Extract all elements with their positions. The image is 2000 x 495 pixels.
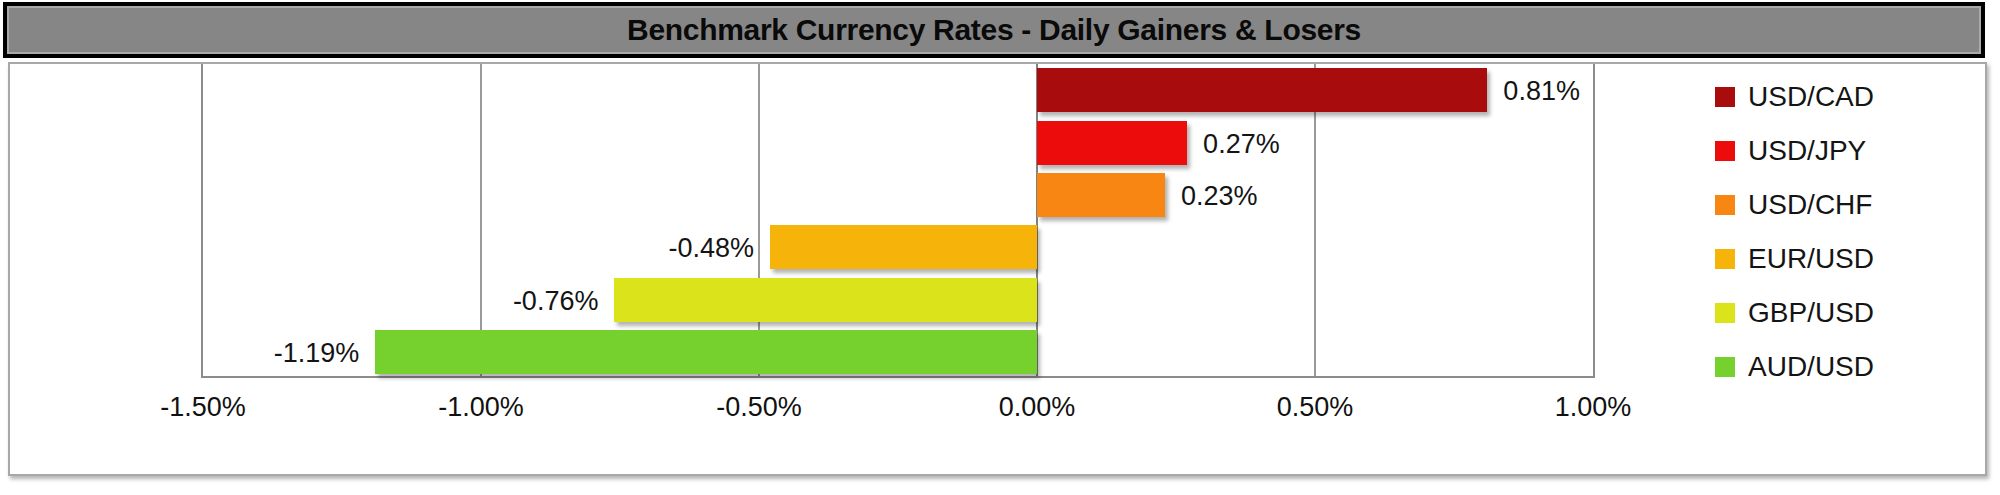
bar-eur-usd <box>770 225 1037 269</box>
bar-usd-chf <box>1037 173 1165 217</box>
chart-body: 0.81% 0.27% 0.23% -0.48% -0.76% -1.19% -1.50%… <box>8 62 1987 476</box>
legend-label: AUD/USD <box>1748 351 1874 383</box>
x-axis: -1.50%-1.00%-0.50%0.00%0.50%1.00% <box>201 392 1595 432</box>
legend-swatch-icon <box>1715 141 1735 161</box>
legend-item-aud-usd: AUD/USD <box>1715 340 1975 394</box>
legend-item-usd-cad: USD/CAD <box>1715 70 1975 124</box>
bar-usd-jpy <box>1037 121 1187 165</box>
legend-item-usd-jpy: USD/JPY <box>1715 124 1975 178</box>
bar-gbp-usd <box>614 278 1037 322</box>
legend-swatch-icon <box>1715 249 1735 269</box>
x-tick-label: 0.50% <box>1240 392 1390 423</box>
x-tick-label: 0.00% <box>962 392 1112 423</box>
legend-swatch-icon <box>1715 87 1735 107</box>
plot-area: 0.81% 0.27% 0.23% -0.48% -0.76% -1.19% <box>201 64 1595 378</box>
legend-item-gbp-usd: GBP/USD <box>1715 286 1975 340</box>
x-tick-label: 1.00% <box>1518 392 1668 423</box>
bar-value-label-eur-usd: -0.48% <box>669 225 755 269</box>
bar-aud-usd <box>375 330 1037 374</box>
legend: USD/CAD USD/JPY USD/CHF EUR/USD GBP/USD AUD/U… <box>1715 70 1975 394</box>
legend-swatch-icon <box>1715 357 1735 377</box>
x-tick-label: -0.50% <box>684 392 834 423</box>
bar-value-label-gbp-usd: -0.76% <box>513 278 599 322</box>
bar-value-label-usd-cad: 0.81% <box>1503 68 1580 112</box>
x-tick-label: -1.50% <box>128 392 278 423</box>
x-tick-label: -1.00% <box>406 392 556 423</box>
legend-label: USD/CHF <box>1748 189 1872 221</box>
bar-value-label-usd-chf: 0.23% <box>1181 173 1258 217</box>
legend-label: GBP/USD <box>1748 297 1874 329</box>
bar-value-label-usd-jpy: 0.27% <box>1203 121 1280 165</box>
chart-frame: Benchmark Currency Rates - Daily Gainers… <box>0 0 2000 495</box>
legend-label: USD/CAD <box>1748 81 1874 113</box>
chart-title-bar: Benchmark Currency Rates - Daily Gainers… <box>3 2 1985 58</box>
legend-item-usd-chf: USD/CHF <box>1715 178 1975 232</box>
legend-swatch-icon <box>1715 303 1735 323</box>
legend-item-eur-usd: EUR/USD <box>1715 232 1975 286</box>
chart-title: Benchmark Currency Rates - Daily Gainers… <box>627 13 1361 47</box>
bar-usd-cad <box>1037 68 1487 112</box>
legend-label: EUR/USD <box>1748 243 1874 275</box>
legend-swatch-icon <box>1715 195 1735 215</box>
bar-value-label-aud-usd: -1.19% <box>274 330 360 374</box>
legend-label: USD/JPY <box>1748 135 1866 167</box>
